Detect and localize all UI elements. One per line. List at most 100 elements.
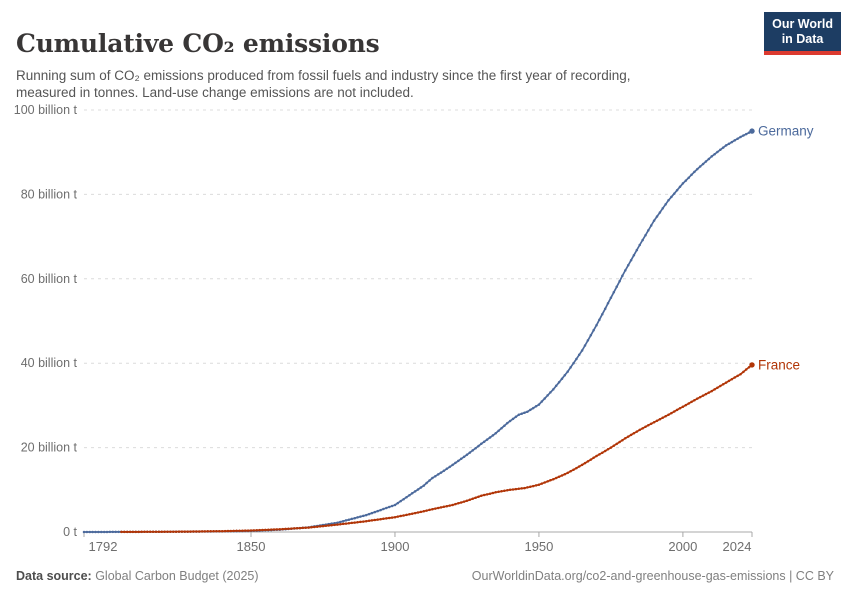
series-line-france[interactable] bbox=[120, 362, 755, 534]
series-point bbox=[586, 339, 590, 342]
data-source: Data source: Global Carbon Budget (2025) bbox=[16, 569, 259, 583]
series-point bbox=[733, 139, 736, 142]
series-point bbox=[442, 469, 446, 473]
attribution-link[interactable]: OurWorldinData.org/co2-and-greenhouse-ga… bbox=[471, 569, 834, 583]
series-point bbox=[632, 253, 636, 257]
series-line-germany[interactable] bbox=[82, 128, 755, 534]
series-point bbox=[526, 410, 529, 413]
series-point bbox=[281, 527, 284, 531]
series-point bbox=[387, 505, 391, 509]
series-point bbox=[459, 501, 463, 504]
series-point bbox=[710, 389, 713, 393]
series-point bbox=[111, 530, 115, 534]
series-point bbox=[206, 530, 210, 533]
series-point bbox=[269, 528, 273, 531]
series-point bbox=[540, 400, 544, 403]
series-point bbox=[618, 280, 621, 283]
series-point bbox=[707, 157, 711, 161]
series-point bbox=[215, 529, 218, 533]
series-point bbox=[684, 179, 688, 182]
page-title: Cumulative CO₂ emissions bbox=[16, 28, 380, 58]
series-point bbox=[557, 475, 561, 478]
series-point bbox=[482, 493, 486, 497]
series-point bbox=[506, 421, 509, 425]
series-point bbox=[183, 530, 187, 533]
x-axis-label: 1900 bbox=[381, 539, 410, 554]
series-point bbox=[471, 497, 474, 500]
series-point bbox=[635, 430, 639, 433]
series-point bbox=[629, 433, 633, 437]
series-point bbox=[517, 413, 521, 416]
series-point bbox=[151, 530, 155, 534]
series-point bbox=[644, 233, 647, 237]
series-point bbox=[344, 519, 348, 522]
series-point bbox=[261, 528, 264, 532]
series-end-dot bbox=[749, 128, 755, 134]
series-point bbox=[140, 530, 143, 534]
series-point bbox=[100, 530, 103, 534]
series-point bbox=[739, 135, 742, 139]
series-point bbox=[739, 372, 742, 376]
series-point bbox=[428, 508, 431, 512]
series-point bbox=[114, 530, 117, 534]
data-source-value: Global Carbon Budget (2025) bbox=[91, 569, 259, 583]
series-point bbox=[370, 519, 374, 522]
series-point bbox=[626, 435, 630, 438]
series-end-dot bbox=[749, 362, 755, 368]
series-point bbox=[474, 496, 477, 499]
series-point bbox=[341, 519, 345, 523]
series-point bbox=[264, 528, 267, 532]
series-point bbox=[333, 523, 336, 527]
series-point bbox=[687, 402, 690, 405]
series-point bbox=[336, 523, 339, 526]
series-point bbox=[105, 530, 109, 534]
series-point bbox=[724, 144, 728, 147]
series-label-france[interactable]: France bbox=[758, 357, 800, 372]
series-label-germany[interactable]: Germany bbox=[758, 124, 814, 139]
series-point bbox=[390, 516, 394, 519]
series-point bbox=[670, 411, 673, 415]
series-point bbox=[742, 370, 745, 374]
x-axis-label: 1850 bbox=[237, 539, 266, 554]
series-point bbox=[598, 453, 601, 456]
series-point bbox=[85, 530, 89, 534]
series-point bbox=[696, 397, 699, 400]
series-point bbox=[560, 474, 564, 477]
owid-logo[interactable]: Our World in Data bbox=[764, 12, 841, 55]
series-point bbox=[684, 403, 688, 407]
series-point bbox=[385, 517, 388, 520]
series-point bbox=[647, 229, 650, 232]
series-point bbox=[632, 432, 636, 435]
series-point bbox=[350, 517, 354, 521]
series-point bbox=[480, 494, 483, 497]
series-point bbox=[425, 509, 428, 512]
series-point bbox=[94, 530, 97, 534]
series-point bbox=[128, 530, 132, 534]
series-point bbox=[131, 530, 135, 534]
series-point bbox=[246, 529, 250, 532]
series-point bbox=[457, 502, 460, 505]
series-point bbox=[200, 530, 204, 533]
series-point bbox=[618, 440, 621, 444]
series-point bbox=[508, 419, 512, 423]
series-point bbox=[408, 513, 411, 516]
series-point bbox=[624, 269, 627, 272]
series-point bbox=[290, 527, 293, 530]
series-point bbox=[226, 529, 230, 533]
series-point bbox=[577, 465, 581, 468]
series-point bbox=[298, 526, 302, 530]
series-point bbox=[203, 530, 207, 533]
series-point bbox=[690, 400, 693, 404]
series-point bbox=[736, 374, 739, 378]
series-point bbox=[747, 365, 751, 369]
series-point bbox=[442, 505, 446, 509]
series-point bbox=[520, 412, 523, 415]
series-point bbox=[148, 530, 152, 534]
series-point bbox=[497, 490, 500, 494]
series-point bbox=[681, 182, 685, 185]
series-point bbox=[696, 167, 699, 171]
series-point bbox=[698, 165, 702, 168]
series-point bbox=[160, 530, 163, 534]
